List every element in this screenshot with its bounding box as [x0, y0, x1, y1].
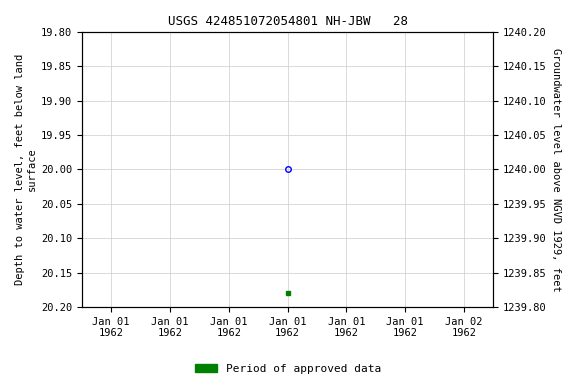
Y-axis label: Depth to water level, feet below land
surface: Depth to water level, feet below land su…: [15, 54, 37, 285]
Y-axis label: Groundwater level above NGVD 1929, feet: Groundwater level above NGVD 1929, feet: [551, 48, 561, 291]
Title: USGS 424851072054801 NH-JBW   28: USGS 424851072054801 NH-JBW 28: [168, 15, 408, 28]
Legend: Period of approved data: Period of approved data: [191, 359, 385, 379]
